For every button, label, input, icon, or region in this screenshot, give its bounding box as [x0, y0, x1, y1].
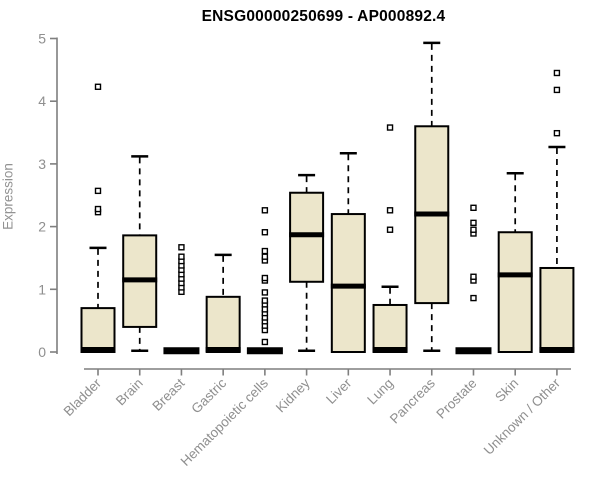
y-tick-label: 1	[38, 281, 46, 297]
outlier-point-bladder	[94, 187, 102, 195]
box-collapsed-breast	[163, 347, 200, 355]
box-bladder	[80, 307, 116, 353]
outlier-point-hematopoietic-cells	[261, 253, 269, 260]
outlier-point-hematopoietic-cells	[261, 207, 269, 214]
x-category-label: Gastric	[188, 375, 229, 416]
x-category-label: Skin	[492, 376, 521, 405]
x-category-label: Unknown / Other	[481, 375, 564, 458]
outlier-point-breast	[178, 244, 185, 251]
outlier-point-hematopoietic-cells	[261, 338, 269, 346]
box-kidney	[289, 191, 325, 283]
box-collapsed-prostate	[455, 347, 492, 355]
chart-title: ENSG00000250699 - AP000892.4	[201, 8, 446, 25]
box-gastric	[205, 295, 241, 354]
x-category-label: Liver	[323, 375, 355, 407]
box-lung	[372, 303, 408, 354]
outlier-point-hematopoietic-cells	[261, 289, 269, 296]
x-category-label: Pancreas	[387, 375, 438, 426]
outlier-point-hematopoietic-cells	[261, 274, 269, 282]
y-tick-label: 0	[38, 344, 46, 360]
x-category-label: Breast	[149, 375, 187, 413]
y-tick-label: 4	[38, 93, 46, 109]
y-tick-label: 5	[38, 31, 46, 47]
outlier-point-prostate	[470, 219, 477, 227]
x-category-label: Brain	[113, 376, 146, 409]
outlier-point-bladder	[94, 83, 102, 90]
outlier-point-hematopoietic-cells	[261, 297, 269, 304]
box-liver	[330, 213, 366, 353]
outlier-point-prostate	[470, 204, 477, 211]
outlier-point-breast	[178, 253, 185, 260]
box-collapsed-hematopoietic-cells	[246, 347, 283, 355]
outlier-point-hematopoietic-cells	[261, 229, 269, 236]
outlier-point-hematopoietic-cells	[261, 306, 269, 313]
box-unknown-other	[539, 266, 575, 353]
box-skin	[497, 231, 533, 353]
outlier-point-hematopoietic-cells	[261, 247, 269, 255]
x-category-label: Prostate	[433, 376, 479, 422]
x-category-label: Kidney	[273, 375, 313, 415]
x-category-label: Lung	[364, 376, 396, 408]
outlier-point-unknown-other	[553, 129, 561, 137]
outlier-point-lung	[386, 124, 394, 131]
y-tick-label: 3	[38, 156, 46, 172]
outlier-point-prostate	[470, 294, 477, 302]
outlier-point-prostate	[470, 273, 477, 280]
outlier-point-lung	[386, 226, 394, 233]
outlier-point-unknown-other	[553, 69, 561, 77]
y-tick-label: 2	[38, 219, 46, 235]
outlier-point-unknown-other	[553, 86, 561, 94]
outlier-point-bladder	[94, 205, 102, 213]
x-category-label: Bladder	[61, 375, 105, 419]
outlier-point-prostate	[470, 226, 477, 233]
outlier-point-lung	[386, 207, 394, 214]
